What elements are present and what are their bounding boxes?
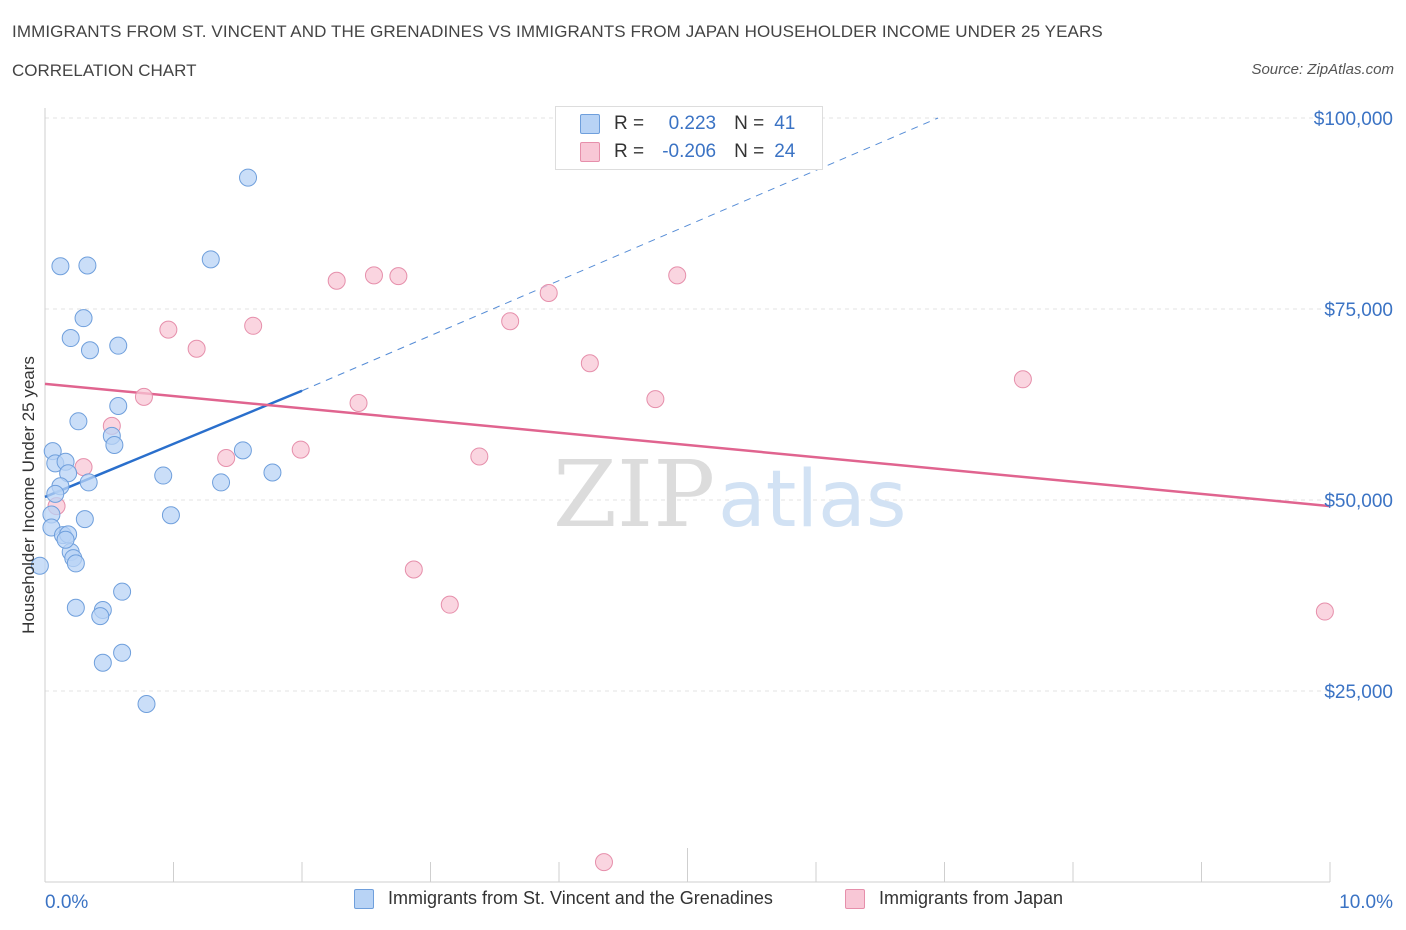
x-tick-label-min: 0.0% bbox=[45, 892, 88, 913]
y-tick-label: $50,000 bbox=[1324, 491, 1393, 512]
st-vincent-point bbox=[105, 435, 124, 454]
st-vincent-point bbox=[78, 256, 97, 275]
st-vincent-point bbox=[212, 473, 231, 492]
japan-point bbox=[389, 267, 408, 286]
data-points bbox=[30, 168, 1334, 872]
y-axis-label: Householder Income Under 25 years bbox=[19, 356, 38, 634]
japan-point bbox=[1315, 602, 1334, 621]
bottom-legend-japan: Immigrants from Japan bbox=[845, 888, 1063, 909]
st-vincent-point bbox=[75, 510, 94, 529]
st-vincent-point bbox=[80, 341, 99, 360]
st-vincent-point bbox=[61, 329, 80, 348]
st-vincent-point bbox=[66, 598, 85, 617]
japan-point bbox=[440, 595, 459, 614]
legend-n-label: N = bbox=[734, 113, 765, 134]
st-vincent-point bbox=[74, 309, 93, 328]
bottom-legend-swatch-blue bbox=[354, 888, 374, 909]
japan-point bbox=[646, 390, 665, 409]
legend-n-value-2: 24 bbox=[774, 141, 796, 162]
st-vincent-point bbox=[233, 441, 252, 460]
bottom-legend-label-st-vincent: Immigrants from St. Vincent and the Gren… bbox=[388, 888, 773, 908]
japan-point bbox=[74, 458, 93, 477]
japan-point bbox=[470, 447, 489, 466]
y-tick-label: $100,000 bbox=[1314, 109, 1393, 130]
st-vincent-point bbox=[113, 643, 132, 662]
st-vincent-point bbox=[69, 412, 88, 431]
st-vincent-point bbox=[109, 336, 128, 355]
watermark-atlas: atlas bbox=[718, 455, 907, 545]
legend-n-value-1: 41 bbox=[774, 113, 796, 134]
st-vincent-point bbox=[109, 397, 128, 416]
legend-swatch-blue bbox=[580, 114, 600, 134]
grid-lines bbox=[45, 117, 1330, 692]
legend-r-label: R = bbox=[614, 141, 645, 162]
st-vincent-point bbox=[56, 530, 75, 549]
tick-labels: $100,000 $75,000 $50,000 $25,000 0.0% 10.0% bbox=[45, 109, 1393, 913]
legend-row-st-vincent: R = 0.223 N = 41 bbox=[580, 112, 795, 136]
legend-r-value-1: 0.223 bbox=[668, 113, 717, 134]
st-vincent-point bbox=[46, 484, 65, 503]
japan-point bbox=[291, 440, 310, 459]
japan-point bbox=[668, 266, 687, 285]
axes bbox=[44, 108, 1331, 883]
x-tick-label-max: 10.0% bbox=[1339, 892, 1393, 913]
japan-point bbox=[501, 312, 520, 331]
legend-r-label: R = bbox=[614, 113, 645, 134]
japan-point bbox=[217, 448, 236, 467]
japan-point bbox=[580, 354, 599, 373]
japan-point bbox=[159, 320, 178, 339]
watermark-zip: ZIP bbox=[553, 441, 715, 548]
st-vincent-point bbox=[201, 250, 220, 269]
japan-trend-line bbox=[44, 382, 1331, 508]
st-vincent-point bbox=[113, 582, 132, 601]
st-vincent-point bbox=[154, 466, 173, 485]
chart-source: Source: ZipAtlas.com bbox=[1251, 61, 1394, 78]
st-vincent-point bbox=[79, 473, 98, 492]
japan-point bbox=[1013, 370, 1032, 389]
japan-point bbox=[244, 316, 263, 335]
chart-title: IMMIGRANTS FROM ST. VINCENT AND THE GREN… bbox=[12, 22, 1103, 41]
st-vincent-point bbox=[51, 257, 70, 276]
st-vincent-point bbox=[30, 556, 49, 575]
st-vincent-point bbox=[263, 463, 282, 482]
japan-point bbox=[404, 560, 423, 579]
st-vincent-point bbox=[161, 506, 180, 525]
japan-point bbox=[594, 853, 613, 872]
st-vincent-point bbox=[66, 554, 85, 573]
legend-swatch-pink bbox=[580, 142, 600, 162]
st-vincent-point bbox=[93, 653, 112, 672]
st-vincent-point bbox=[239, 168, 258, 187]
bottom-legend-swatch-pink bbox=[845, 888, 865, 909]
legend-row-japan: R = -0.206 N = 24 bbox=[580, 140, 795, 164]
y-tick-label: $25,000 bbox=[1324, 682, 1393, 703]
japan-point bbox=[187, 339, 206, 358]
japan-point bbox=[134, 387, 153, 406]
legend-n-label: N = bbox=[734, 141, 765, 162]
chart-subtitle: CORRELATION CHART bbox=[12, 61, 197, 80]
bottom-legend-st-vincent: Immigrants from St. Vincent and the Gren… bbox=[354, 888, 773, 909]
st-vincent-point bbox=[91, 607, 110, 626]
st-vincent-point bbox=[137, 694, 156, 713]
st-vincent-trend-extension bbox=[301, 117, 939, 392]
legend-r-value-2: -0.206 bbox=[662, 141, 717, 162]
japan-point bbox=[327, 271, 346, 290]
japan-point bbox=[364, 266, 383, 285]
stats-legend: R = 0.223 N = 41 R = -0.206 N = 24 bbox=[555, 106, 823, 170]
bottom-legend-label-japan: Immigrants from Japan bbox=[879, 888, 1064, 908]
y-tick-label: $75,000 bbox=[1324, 300, 1393, 321]
japan-point bbox=[349, 393, 368, 412]
japan-point bbox=[539, 283, 558, 302]
